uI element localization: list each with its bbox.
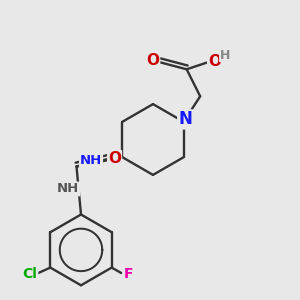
Text: NH: NH [57,182,80,196]
Text: O: O [108,151,121,166]
Text: N: N [178,110,192,128]
Text: NH: NH [80,154,102,167]
Text: O: O [146,53,159,68]
Text: F: F [123,267,133,281]
Text: H: H [220,49,230,62]
Text: Cl: Cl [22,267,38,281]
Text: O: O [208,54,221,69]
